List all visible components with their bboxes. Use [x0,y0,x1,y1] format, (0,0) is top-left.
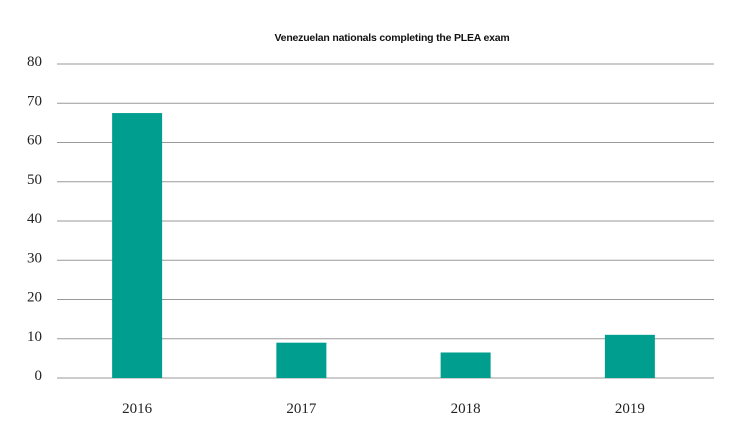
y-tick-label: 20 [27,290,42,306]
y-tick-label: 50 [27,172,42,188]
y-tick-label: 70 [27,93,42,109]
chart-title: Venezuelan nationals completing the PLEA… [274,32,509,44]
bars [112,113,655,378]
y-tick-label: 80 [27,54,42,70]
y-tick-label: 60 [27,133,42,149]
bar-2017 [276,342,327,378]
x-tick-label: 2019 [615,401,645,417]
bar-2016 [112,113,163,378]
x-tick-label: 2016 [122,401,153,417]
x-tick-label: 2018 [451,401,481,417]
y-tick-label: 40 [27,211,42,227]
x-tick-label: 2017 [286,401,317,417]
y-tick-label: 10 [27,329,42,345]
y-tick-label: 30 [27,250,42,266]
y-axis-tick-labels: 0 10 20 30 40 50 60 70 80 [27,54,42,384]
x-axis-tick-labels: 2016 2017 2018 2019 [122,401,645,417]
bar-2019 [604,334,655,378]
bar-2018 [440,352,491,378]
gridlines [57,63,714,379]
y-tick-label: 0 [35,368,43,384]
